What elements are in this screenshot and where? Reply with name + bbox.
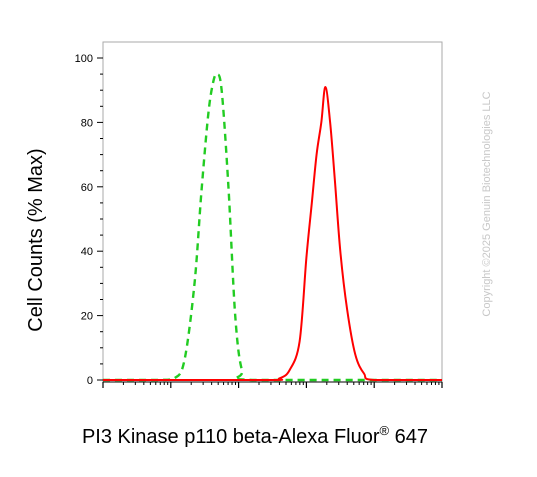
y-tick-label: 40 [81, 246, 93, 258]
x-axis-label: PI3 Kinase p110 beta-Alexa Fluor® 647 [82, 423, 428, 448]
x-axis [102, 381, 443, 388]
y-tick-label: 60 [81, 182, 93, 194]
y-tick-label: 20 [81, 311, 93, 323]
y-tick-label: 0 [87, 375, 93, 387]
copyright-watermark: Copyright ©2025 Genuin Biotechnologies L… [481, 91, 493, 316]
plot-frame [102, 41, 443, 383]
series-layer [102, 72, 442, 382]
y-tick-label: 100 [75, 53, 93, 65]
y-tick-label: 80 [81, 117, 93, 129]
x-axis-label-main: PI3 Kinase p110 beta-Alexa Fluor [82, 426, 380, 448]
series-sample-line [102, 85, 442, 382]
y-axis-label: Cell Counts (% Max) [25, 148, 47, 331]
x-axis-label-registered: ® [380, 423, 390, 438]
x-axis-label-suffix: 647 [389, 426, 428, 448]
y-axis: 0 20 40 60 80 100 [75, 53, 103, 387]
series-control-line [102, 72, 442, 382]
